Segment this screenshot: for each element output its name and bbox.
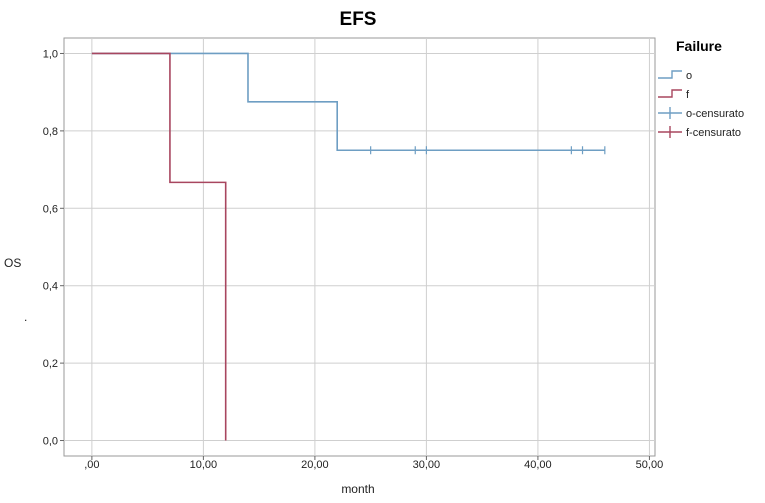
x-tick-label: 40,00	[524, 459, 552, 471]
chart-title: EFS	[340, 9, 377, 30]
x-tick-label: 20,00	[301, 459, 329, 471]
legend-label: o-censurato	[686, 108, 744, 120]
y-tick-label: 0,8	[43, 126, 58, 138]
series-layer	[91, 52, 606, 441]
x-axis: ,00 10,00 20,00 30,00 40,00 50,00	[84, 456, 663, 471]
y-tick-label: 0,2	[43, 358, 58, 370]
series-line-f	[91, 52, 227, 441]
y-tick-label: 1,0	[43, 48, 58, 60]
series-line-o	[91, 52, 605, 152]
x-tick-label: ,00	[84, 459, 99, 471]
y-axis-label: OS	[4, 256, 21, 270]
legend-swatch-step	[658, 70, 682, 79]
y-tick-label: 0,0	[43, 436, 58, 448]
legend-swatch-step	[658, 89, 682, 98]
legend: Failure of o-censurato f-censurato	[658, 38, 744, 139]
y-axis: 0,0 0,2 0,4 0,6 0,8 1,0	[43, 48, 64, 448]
y-tick-label: 0,6	[43, 203, 58, 215]
legend-label: o	[686, 70, 692, 82]
x-tick-label: 10,00	[190, 459, 218, 471]
plot-area	[63, 37, 656, 457]
legend-label: f-censurato	[686, 127, 741, 139]
x-tick-label: 50,00	[636, 459, 664, 471]
y-tick-label: 0,4	[43, 281, 58, 293]
legend-label: f	[686, 89, 690, 101]
x-tick-label: 30,00	[413, 459, 441, 471]
x-axis-label: month	[341, 482, 374, 496]
legend-title: Failure	[676, 38, 722, 54]
y-axis-label-dot: .	[24, 310, 27, 324]
